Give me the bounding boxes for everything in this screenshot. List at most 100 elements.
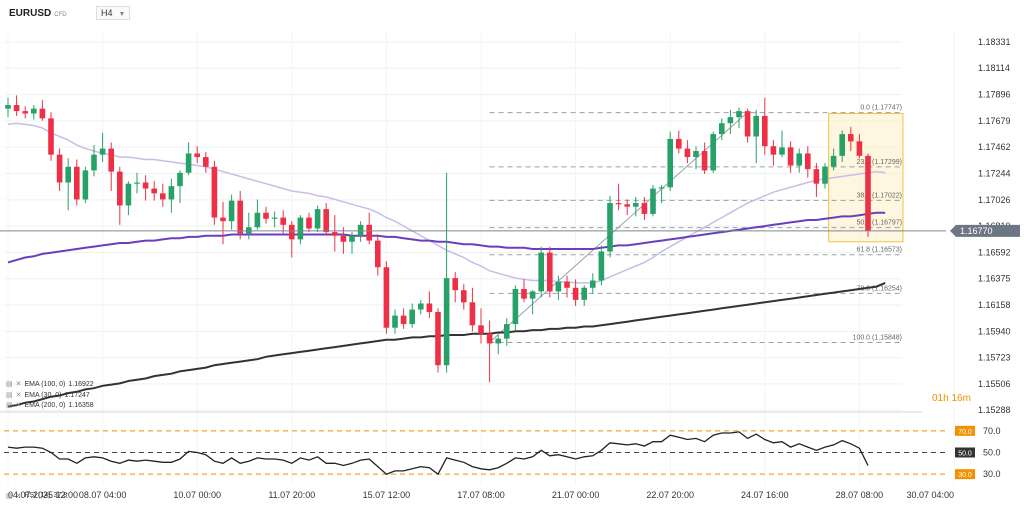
- candle-body: [409, 309, 415, 325]
- chevron-down-icon: ▼: [118, 11, 126, 18]
- legend-ema-100[interactable]: ▤ ✕ EMA (100, 0) 1.16922: [6, 380, 94, 389]
- candle-body: [805, 153, 811, 170]
- rsi-level-tag: [955, 447, 975, 458]
- candle-body: [736, 111, 742, 118]
- candle-body: [349, 235, 355, 242]
- candle-body: [323, 209, 329, 233]
- candle-body: [443, 278, 450, 366]
- timer-hours-unit: h: [943, 393, 949, 404]
- settings-icon[interactable]: ▤: [6, 392, 13, 399]
- x-tick-label: 17.07 08:00: [457, 490, 505, 500]
- y-tick-label: 1.15940: [978, 326, 1011, 336]
- settings-icon[interactable]: ▤: [6, 381, 13, 388]
- candle-body: [469, 302, 476, 326]
- legend-value: 37.8: [53, 492, 68, 499]
- candle-body: [22, 111, 28, 114]
- close-icon[interactable]: ✕: [15, 402, 22, 409]
- timer-minutes-unit: m: [962, 393, 971, 404]
- candle-body: [160, 193, 166, 200]
- candle-body: [91, 154, 97, 171]
- candle-body: [203, 157, 209, 167]
- close-icon[interactable]: ✕: [15, 381, 22, 388]
- x-tick-label: 30.07 04:00: [906, 490, 954, 500]
- rsi-level-tag: [955, 425, 975, 436]
- candle-body: [762, 115, 768, 147]
- rsi-level-tag-label: 30.0: [958, 472, 972, 479]
- candle-body: [56, 154, 63, 183]
- fib-level-label: 78.6 (1.16254): [856, 285, 902, 292]
- candle-body: [529, 291, 536, 299]
- candle-body: [839, 134, 845, 156]
- close-icon[interactable]: ✕: [15, 493, 22, 500]
- y-tick-label: 1.18331: [978, 37, 1011, 47]
- candle-body: [357, 224, 364, 236]
- y-tick-label: 1.17896: [978, 90, 1011, 100]
- legend-value: 1.17247: [64, 391, 90, 399]
- y-tick-label: 1.17244: [978, 169, 1011, 179]
- candle-body: [719, 123, 725, 135]
- candle-body: [615, 203, 622, 205]
- y-tick-label: 1.17679: [978, 116, 1011, 126]
- candle-body: [581, 287, 587, 300]
- candle-body: [521, 288, 527, 299]
- y-tick-label: 1.16158: [978, 300, 1011, 310]
- symbol-suffix: CFD: [54, 12, 67, 18]
- legend-label: EMA (200, 0): [24, 401, 66, 409]
- candle-body: [237, 200, 243, 234]
- candle-body: [392, 315, 398, 328]
- legend-value: 1.16922: [68, 380, 94, 388]
- candle-body: [650, 188, 656, 214]
- candle-body: [504, 324, 510, 339]
- x-tick-label: 08.07 04:00: [79, 490, 127, 500]
- settings-icon[interactable]: ▤: [6, 402, 13, 409]
- settings-icon[interactable]: ▤: [6, 493, 13, 500]
- candle-body: [701, 151, 708, 171]
- y-tick-label: 1.17462: [978, 142, 1011, 152]
- x-tick-label: 22.07 20:00: [646, 490, 694, 500]
- candle-body: [108, 148, 114, 172]
- candle-body: [641, 203, 648, 214]
- legend-ema-200[interactable]: ▤ ✕ EMA (200, 0) 1.16358: [6, 401, 94, 410]
- candle-body: [65, 166, 71, 183]
- rsi-level-tag-label: 50.0: [958, 451, 972, 458]
- y-tick-label: 1.15506: [978, 379, 1011, 389]
- candle-body: [435, 311, 441, 366]
- y-tick-label: 1.16375: [978, 274, 1011, 284]
- candle-body: [547, 252, 553, 292]
- candle-body: [598, 251, 605, 281]
- candle-body: [151, 188, 157, 194]
- legend-rsi[interactable]: ▤ ✕ RSI (14) 37.8: [6, 492, 67, 500]
- candle-body: [744, 111, 751, 137]
- y-tick-label: 1.17026: [978, 195, 1011, 205]
- fib-level-label: 0.0 (1.17747): [860, 105, 902, 112]
- candle-body: [848, 134, 854, 142]
- fib-level-label: 38.2 (1.17022): [856, 192, 902, 199]
- candle-body: [246, 227, 252, 234]
- x-tick-label: 21.07 00:00: [552, 490, 600, 500]
- close-icon[interactable]: ✕: [15, 392, 22, 399]
- timeframe-value: H4: [101, 8, 113, 18]
- candle-body: [185, 153, 192, 173]
- candle-body: [220, 217, 226, 222]
- legend-ema-30[interactable]: ▤ ✕ EMA (30, 0) 1.17247: [6, 391, 90, 400]
- candle-body: [5, 105, 11, 109]
- symbol-label[interactable]: EURUSD CFD: [9, 8, 67, 19]
- candle-body: [684, 148, 691, 158]
- candle-body: [332, 232, 338, 236]
- candle-body: [624, 204, 630, 207]
- candle-body: [39, 108, 46, 119]
- candle-body: [856, 141, 863, 156]
- candle-body: [796, 153, 802, 166]
- candle-body: [125, 183, 132, 206]
- candle-body: [753, 115, 759, 137]
- candle-body: [633, 203, 639, 207]
- fib-level-label: 50.0 (1.16797): [856, 220, 902, 227]
- candle-body: [779, 147, 785, 155]
- candle-body: [280, 217, 286, 225]
- candle-body: [418, 303, 424, 310]
- candle-body: [555, 281, 562, 292]
- timeframe-select[interactable]: H4 ▼: [96, 6, 131, 20]
- candle-body: [366, 224, 372, 241]
